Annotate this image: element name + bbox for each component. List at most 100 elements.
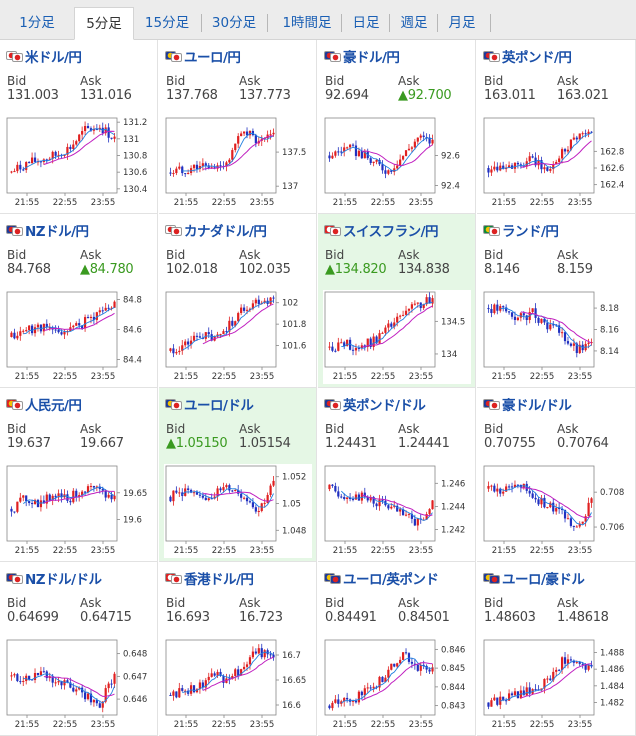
candlestick-chart[interactable]: 8.18 8.16 8.14 21:55 22:55 23:55	[482, 290, 630, 384]
candle-body	[75, 323, 78, 326]
candle-body	[569, 343, 573, 346]
candle-body	[45, 159, 48, 161]
tab-0[interactable]: 1分足	[19, 15, 55, 31]
candle-body	[357, 691, 361, 703]
candlestick-chart[interactable]: 0.648 0.647 0.646 21:55 22:55 23:55	[5, 638, 153, 732]
currency-pair-link[interactable]: 豪ドル/ドル	[483, 395, 572, 414]
moving-average-line	[520, 311, 592, 344]
ask-value: ▲84.780	[80, 262, 134, 277]
candle-body	[210, 498, 213, 500]
candlestick-chart[interactable]: 1.052 1.05 1.048 21:55 22:55 23:55	[164, 464, 312, 558]
tab-7[interactable]: 月足	[448, 15, 476, 31]
candle-body	[496, 488, 499, 492]
tab-4[interactable]: 1時間足	[282, 15, 332, 31]
bid-value: 19.637	[7, 436, 51, 451]
bid-label: Bid	[166, 596, 186, 610]
currency-pair-link[interactable]: ユーロ/円	[165, 47, 241, 66]
x-tick-label: 21:55	[174, 198, 199, 208]
candle-body	[416, 137, 419, 142]
candle-body	[33, 157, 37, 162]
candle-body	[213, 673, 216, 676]
candle-body	[563, 149, 567, 152]
candle-body	[428, 137, 431, 144]
candlestick-chart[interactable]: 0.708 0.706 21:55 22:55 23:55	[482, 464, 630, 558]
x-tick-label: 23:55	[568, 198, 593, 208]
moving-average-line	[520, 663, 592, 699]
currency-pair-link[interactable]: ユーロ/豪ドル	[483, 569, 585, 588]
y-tick-label: 0.843	[441, 702, 465, 712]
candlestick-chart[interactable]: 162.8 162.6 162.4 21:55 22:55 23:55	[482, 116, 630, 210]
candle-body	[384, 327, 387, 333]
ask-label: Ask	[80, 422, 102, 436]
candlestick-chart[interactable]: 0.846 0.845 0.844 0.843 21:55 22:55 23:55	[323, 638, 471, 732]
currency-pair-link[interactable]: ユーロ/ドル	[165, 395, 254, 414]
candle-body	[254, 651, 257, 654]
tab-5[interactable]: 日足	[352, 15, 380, 31]
candlestick-chart[interactable]: 16.7 16.65 16.6 21:55 22:55 23:55	[164, 638, 312, 732]
tab-3[interactable]: 30分足	[211, 15, 257, 31]
candle-body	[237, 490, 240, 494]
candlestick-chart[interactable]: 84.8 84.6 84.4 21:55 22:55 23:55	[5, 290, 153, 384]
candle-body	[487, 308, 490, 310]
candle-body	[248, 501, 252, 503]
candle-body	[10, 675, 13, 677]
candle-body	[169, 496, 172, 502]
currency-pair-link[interactable]: 香港ドル/円	[165, 569, 254, 588]
candle-body	[213, 496, 216, 499]
candle-body	[401, 652, 405, 660]
currency-pair-link[interactable]: 英ポンド/円	[483, 47, 572, 66]
candle-body	[184, 173, 187, 175]
bid-label: Bid	[325, 248, 345, 262]
candle-body	[346, 497, 349, 500]
tab-2[interactable]: 15分足	[144, 15, 190, 31]
candle-body	[516, 484, 520, 486]
candle-body	[534, 497, 537, 500]
candlestick-chart[interactable]: 131.2 131 130.8 130.6 130.4 21:55 22:55 23:55	[5, 116, 153, 210]
currency-pair-link[interactable]: 米ドル/円	[6, 47, 82, 66]
candlestick-chart[interactable]: 102 101.8 101.6 21:55 22:55 23:55	[164, 290, 312, 384]
candle-body	[413, 663, 416, 665]
candlestick-chart[interactable]: 134.5 134 21:55 22:55 23:55	[323, 290, 471, 384]
candle-body	[19, 681, 22, 683]
candle-body	[343, 147, 346, 152]
candle-body	[393, 322, 396, 327]
candlestick-chart[interactable]: 92.6 92.4 21:55 22:55 23:55	[323, 116, 471, 210]
candlestick-chart[interactable]: 1.246 1.244 1.242 21:55 22:55 23:55	[323, 464, 471, 558]
candle-body	[69, 500, 72, 503]
candle-body	[575, 661, 578, 663]
tab-6[interactable]: 週足	[400, 15, 428, 31]
currency-pair-link[interactable]: ユーロ/英ポンド	[324, 569, 439, 588]
candle-body	[33, 499, 37, 505]
candle-body	[263, 502, 266, 504]
currency-pair-link[interactable]: 人民元/円	[6, 395, 82, 414]
candle-body	[25, 330, 28, 332]
short-moving-average-line	[341, 137, 433, 172]
ask-label: Ask	[239, 422, 261, 436]
candle-body	[28, 162, 31, 164]
currency-pair-link[interactable]: NZドル/円	[6, 221, 89, 240]
candle-body	[251, 303, 255, 309]
candle-body	[75, 141, 78, 145]
currency-pair-link[interactable]: スイスフラン/円	[324, 221, 439, 240]
y-tick-label: 162.8	[600, 147, 624, 157]
y-tick-label: 8.16	[600, 326, 619, 336]
currency-pair-link[interactable]: ランド/円	[483, 221, 559, 240]
candle-body	[581, 133, 584, 135]
candlestick-chart[interactable]: 1.488 1.486 1.484 1.482 21:55 22:55 23:55	[482, 638, 630, 732]
bid-label: Bid	[325, 422, 345, 436]
candlestick-chart[interactable]: 19.65 19.6 21:55 22:55 23:55	[5, 464, 153, 558]
tab-1[interactable]: 5分足	[74, 7, 134, 40]
currency-pair-name: 米ドル/円	[25, 50, 82, 66]
candle-body	[396, 663, 399, 667]
candlestick-chart[interactable]: 137.5 137 21:55 22:55 23:55	[164, 116, 312, 210]
currency-pair-link[interactable]: 豪ドル/円	[324, 47, 400, 66]
currency-pair-link[interactable]: NZドル/ドル	[6, 569, 102, 588]
currency-pair-link[interactable]: 英ポンド/ドル	[324, 395, 426, 414]
currency-pair-link[interactable]: カナダドル/円	[165, 221, 267, 240]
candle-body	[13, 511, 16, 513]
candle-body	[378, 159, 381, 165]
candle-body	[30, 325, 34, 334]
candle-body	[537, 160, 540, 166]
short-moving-average-line	[500, 132, 592, 170]
candle-body	[240, 669, 243, 676]
